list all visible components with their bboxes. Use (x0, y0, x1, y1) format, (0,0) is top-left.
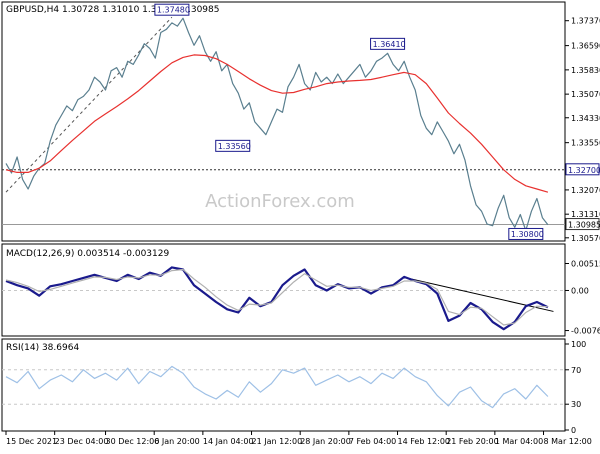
rsi-panel-frame (2, 339, 565, 431)
x-axis-tick-label: 15 Dec 2021 (6, 437, 57, 446)
x-axis-tick-label: 21 Feb 20:00 (446, 437, 498, 446)
x-axis-tick-label: 14 Feb 12:00 (398, 437, 450, 446)
x-axis-tick-label: 6 Jan 20:00 (154, 437, 200, 446)
x-axis-tick-label: 21 Jan 12:00 (252, 437, 303, 446)
x-axis-tick-label: 1 Mar 04:00 (495, 437, 543, 446)
x-axis-tick-label: 8 Mar 12:00 (544, 437, 592, 446)
uptrend-line (6, 17, 172, 192)
price-y-tick-label: 1.35830 (571, 66, 600, 75)
macd-y-tick-label: 0.005152 (571, 259, 600, 268)
price-annotation-label: 1.30800 (511, 230, 544, 239)
x-axis-tick-label: 28 Jan 20:00 (300, 437, 351, 446)
rsi-panel-title: RSI(14) 38.6964 (6, 343, 79, 353)
x-axis-tick-label: 14 Jan 04:00 (203, 437, 254, 446)
price-annotation-label: 1.36410 (373, 40, 406, 49)
price-y-tick-label: 1.35070 (571, 90, 600, 99)
rsi-y-tick-label: 100 (571, 340, 586, 349)
macd-trendline (404, 277, 553, 311)
macd-layer: 0.005152 0.00 -0.00765 (2, 259, 600, 335)
price-annotation-label: 1.33560 (218, 142, 251, 151)
x-axis-tick-label: 30 Dec 12:00 (106, 437, 160, 446)
rsi-y-tick-label: 70 (571, 366, 581, 375)
rsi-y-tick-label: 30 (571, 400, 581, 409)
ma-series-line (6, 55, 548, 192)
rsi-layer: 100 70 30 0 (2, 340, 586, 435)
hline-price-tag-text: 1.32700 (568, 166, 600, 175)
price-y-tick-label: 1.36590 (571, 42, 600, 51)
price-y-tick-label: 1.32070 (571, 186, 600, 195)
current-price-tag-text: 1.30985 (568, 221, 600, 230)
x-axis-tick-label: 23 Dec 04:00 (55, 437, 109, 446)
macd-y-tick-label: 0.00 (571, 286, 589, 295)
rsi-series-line (6, 366, 548, 407)
price-y-tick-label: 1.31310 (571, 210, 600, 219)
price-y-tick-label: 1.37370 (571, 17, 600, 26)
watermark: ActionForex.com (205, 191, 355, 212)
macd-y-tick-label: -0.00765 (571, 327, 600, 336)
price-y-tick-label: 1.33550 (571, 139, 600, 148)
price-annotation-label: 1.37480 (157, 6, 190, 15)
price-y-tick-label: 1.34330 (571, 114, 600, 123)
x-axis-tick-label: 7 Feb 04:00 (349, 437, 396, 446)
price-y-tick-label: 1.30570 (571, 234, 600, 243)
rsi-y-tick-label: 0 (571, 426, 576, 435)
macd-panel-title: MACD(12,26,9) 0.003514 -0.003129 (6, 249, 169, 259)
